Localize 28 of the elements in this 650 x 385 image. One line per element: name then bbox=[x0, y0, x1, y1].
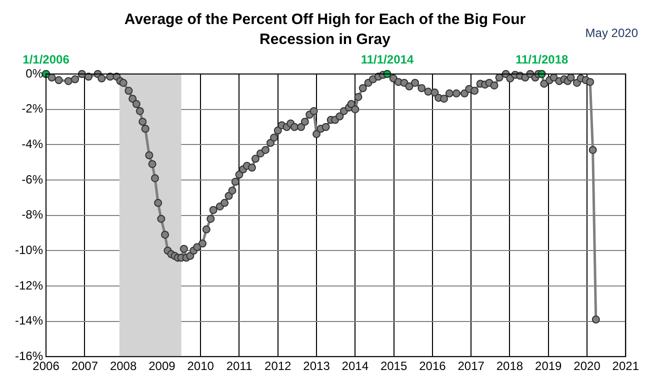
x-tick-label: 2021 bbox=[612, 359, 640, 374]
x-tick-label: 2010 bbox=[187, 359, 214, 374]
x-tick-label: 2008 bbox=[110, 359, 137, 374]
x-tick-label: 2012 bbox=[264, 359, 292, 374]
annotation: 1/1/2006 bbox=[22, 52, 70, 66]
y-tick-label: -12% bbox=[15, 278, 44, 292]
x-tick-label: 2007 bbox=[71, 359, 98, 374]
text: May 2020 bbox=[585, 26, 638, 40]
y-tick-label: -2% bbox=[22, 102, 44, 116]
x-tick-label: 2017 bbox=[458, 359, 485, 374]
y-tick-label: -4% bbox=[22, 136, 44, 151]
y-tick-label: 0% bbox=[26, 66, 44, 80]
x-tick-label: 2014 bbox=[342, 359, 369, 374]
x-tick-label: 2018 bbox=[496, 359, 524, 374]
chart-title: Average of the Percent Off High for Each of the Big Four Recession in Gray bbox=[123, 10, 527, 50]
annotation: 11/1/2014 bbox=[360, 52, 414, 66]
y-tick-label: -6% bbox=[22, 172, 44, 186]
x-tick-label: 2019 bbox=[535, 359, 562, 374]
x-tick-label: 2009 bbox=[148, 359, 176, 374]
y-tick-label: -8% bbox=[22, 208, 44, 222]
x-tick-label: 2016 bbox=[419, 359, 446, 374]
y-tick-label: -10% bbox=[15, 242, 44, 257]
x-tick-label: 2011 bbox=[226, 359, 252, 374]
x-tick-label: 2013 bbox=[303, 359, 330, 374]
y-tick-label: -14% bbox=[15, 314, 44, 328]
x-tick-label: 2020 bbox=[574, 359, 601, 374]
annotation: 11/1/2018 bbox=[515, 52, 568, 66]
x-tick-label: 2015 bbox=[380, 359, 408, 374]
